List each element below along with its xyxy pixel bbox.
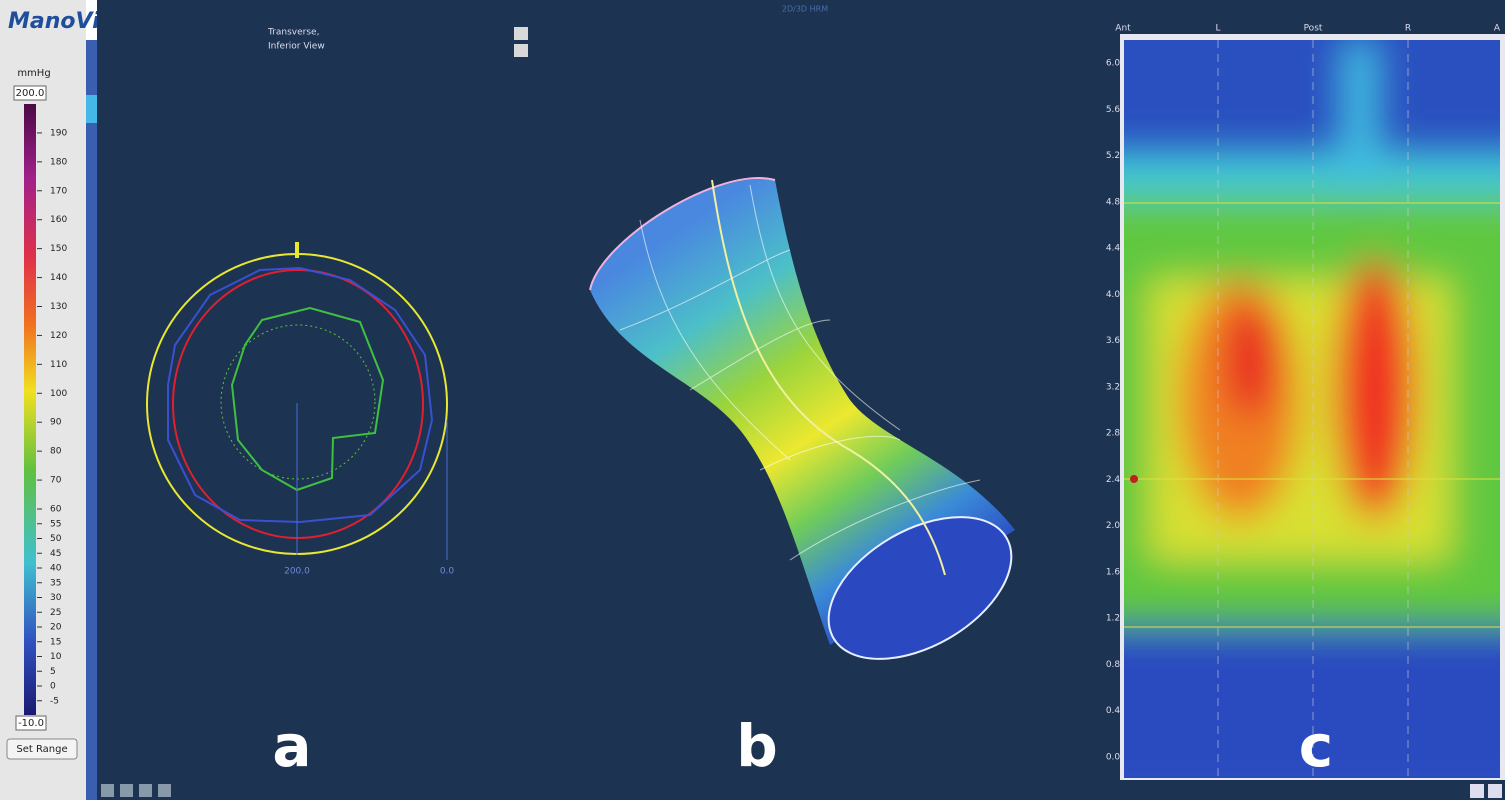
set-range-label: Set Range — [16, 744, 67, 755]
scale-unit: mmHg — [17, 68, 50, 79]
color-tick-label: 10 — [50, 652, 62, 662]
y-axis-label: 2.8 — [1106, 429, 1121, 439]
color-tick-label: 100 — [50, 389, 67, 399]
color-tick-label: 50 — [50, 534, 62, 544]
scale-min-box[interactable] — [15, 715, 47, 731]
x-axis-label: R — [1405, 24, 1411, 34]
radial-label: 200.0 — [284, 567, 310, 577]
color-tick-label: 45 — [50, 549, 61, 559]
color-tick-label: 35 — [50, 578, 61, 588]
view-line: Transverse, — [267, 28, 319, 38]
view-icon[interactable] — [514, 44, 528, 57]
panel-a — [146, 242, 448, 560]
marker[interactable] — [1130, 475, 1138, 483]
tool-button[interactable] — [1488, 784, 1502, 798]
tool-button[interactable] — [1470, 784, 1484, 798]
color-tick-label: 150 — [50, 244, 67, 254]
color-tick-label: 40 — [50, 564, 62, 574]
scale-max-box[interactable] — [13, 85, 47, 101]
color-tick-label: 20 — [50, 623, 62, 633]
color-tick-label: 110 — [50, 360, 67, 370]
color-tick-label: 160 — [50, 215, 67, 225]
y-axis-label: 3.2 — [1106, 382, 1120, 392]
color-tick-label: 25 — [50, 608, 61, 618]
color-tick-label: 190 — [50, 128, 67, 138]
x-axis-label: L — [1215, 24, 1220, 34]
color-tick-label: 15 — [50, 637, 61, 647]
y-axis-label: 5.6 — [1106, 105, 1121, 115]
view-line: Inferior View — [268, 42, 325, 52]
color-tick-label: 0 — [50, 682, 56, 692]
color-tick-label: 140 — [50, 273, 67, 283]
panel-b — [589, 177, 1015, 660]
panel-letter: b — [736, 712, 778, 780]
panel-letter: a — [272, 712, 311, 780]
set-range-button[interactable] — [6, 738, 78, 760]
y-axis-label: 2.4 — [1106, 475, 1121, 485]
panel-letter: c — [1299, 712, 1333, 780]
color-tick-label: 180 — [50, 157, 67, 167]
y-axis-label: 4.8 — [1106, 197, 1121, 207]
color-tick-label: 90 — [50, 418, 62, 428]
y-axis-label: 0.8 — [1106, 660, 1121, 670]
tool-button[interactable] — [120, 784, 133, 797]
x-axis-label: Ant — [1115, 24, 1131, 34]
color-tick-label: 120 — [50, 331, 67, 341]
y-axis-label: 1.6 — [1106, 567, 1121, 577]
color-tick-label: 70 — [50, 476, 62, 486]
color-tick-label: 60 — [50, 505, 62, 515]
sidebar — [0, 0, 86, 800]
x-axis-label: Post — [1304, 24, 1323, 34]
color-bar — [24, 104, 36, 715]
color-tick-label: 30 — [50, 593, 62, 603]
color-ticks: 1901801701601501401301201101009080706055… — [37, 128, 67, 706]
view-icon[interactable] — [514, 27, 528, 40]
tool-button[interactable] — [139, 784, 152, 797]
scrollbar[interactable] — [86, 40, 97, 800]
color-tick-label: 170 — [50, 186, 67, 196]
y-axis-label: 1.2 — [1106, 614, 1120, 624]
y-axis-label: 0.4 — [1106, 706, 1121, 716]
toolbar — [101, 784, 1502, 798]
color-tick-label: 130 — [50, 302, 67, 312]
window-title: 2D/3D HRM — [782, 5, 828, 14]
tool-button[interactable] — [158, 784, 171, 797]
tool-button[interactable] — [101, 784, 114, 797]
scale-min: -10.0 — [18, 718, 44, 729]
y-axis-label: 3.6 — [1106, 336, 1121, 346]
color-tick-label: -5 — [50, 696, 59, 706]
scroll-thumb[interactable] — [86, 95, 97, 123]
color-tick-label: 55 — [50, 519, 61, 529]
color-tick-label: 80 — [50, 447, 62, 457]
y-axis-label: 6.0 — [1106, 59, 1121, 69]
scale-max: 200.0 — [16, 88, 45, 99]
y-axis-label: 4.0 — [1106, 290, 1121, 300]
heatmap-axes: Ant L Post R A 6.0 5.6 5.2 4.8 4.4 4.0 3.6 3.2 2.8 2.4… — [1106, 24, 1501, 763]
y-axis-label: 5.2 — [1106, 151, 1120, 161]
color-tick-label: 5 — [50, 667, 56, 677]
y-axis-label: 2.0 — [1106, 521, 1121, 531]
y-axis-label: 4.4 — [1106, 244, 1121, 254]
logo: ManoVi — [8, 9, 100, 34]
y-axis-label: 0.0 — [1106, 753, 1121, 763]
radial-label: 0.0 — [440, 567, 455, 577]
heatmap — [1124, 40, 1500, 778]
x-axis-label: A — [1494, 24, 1501, 34]
